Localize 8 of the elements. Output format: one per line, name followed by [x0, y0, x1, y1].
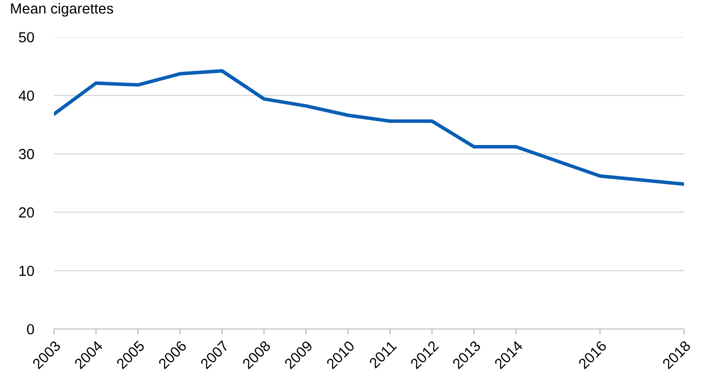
y-tick-label: 20	[19, 207, 34, 218]
line-series	[54, 69, 684, 186]
y-tick-label: 10	[19, 266, 34, 276]
y-tick-label: 30	[18, 148, 34, 160]
y-axis-title: Mean cigarettes	[11, 2, 114, 17]
y-tick-label: 0	[27, 324, 34, 334]
y-tick-label: 50	[18, 32, 34, 42]
y-tick-label: 40	[18, 90, 34, 101]
